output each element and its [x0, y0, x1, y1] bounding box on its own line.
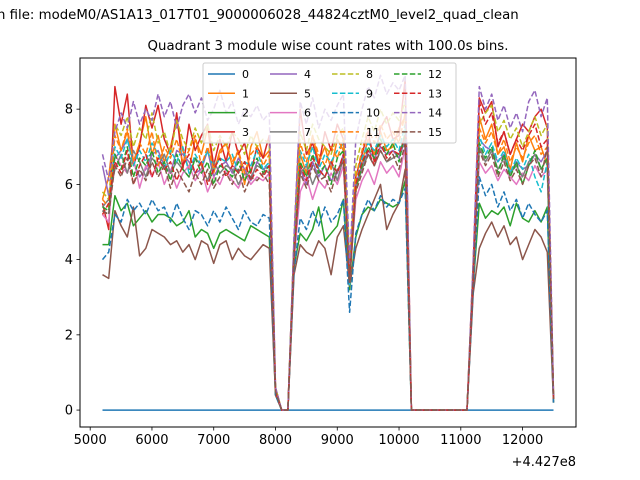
- legend-item-11: 11: [332, 126, 380, 139]
- legend-item-7: 7: [270, 126, 311, 139]
- legend-label: 11: [366, 126, 380, 139]
- legend-item-13: 13: [394, 87, 442, 100]
- legend-item-15: 15: [394, 126, 442, 139]
- x-tick-label: 9000: [321, 433, 354, 448]
- legend-label: 1: [242, 87, 249, 100]
- x-tick-label: 5000: [74, 433, 107, 448]
- legend-item-12: 12: [394, 68, 442, 81]
- legend-item-5: 5: [270, 87, 311, 100]
- legend-item-14: 14: [394, 107, 442, 120]
- legend-label: 6: [304, 107, 311, 120]
- chart-title: Quadrant 3 module wise count rates with …: [148, 39, 509, 54]
- legend-label: 14: [428, 107, 442, 120]
- x-tick-label: 8000: [259, 433, 292, 448]
- y-tick-label: 6: [65, 178, 73, 193]
- legend-label: 0: [242, 68, 249, 81]
- legend-item-3: 3: [208, 126, 249, 139]
- x-tick-label: 12000: [502, 433, 543, 448]
- legend-label: 3: [242, 126, 249, 139]
- series-line-5: [102, 168, 555, 411]
- legend-label: 2: [242, 107, 249, 120]
- figure-suptitle: n file: modeM0/AS1A13_017T01_9000006028_…: [0, 8, 519, 23]
- x-axis: 5000 6000 7000 8000 9000 10000 11000 12000: [74, 427, 543, 448]
- y-tick-label: 0: [65, 404, 73, 419]
- legend-item-0: 0: [208, 68, 249, 81]
- y-tick-label: 8: [65, 103, 73, 118]
- legend-label: 4: [304, 68, 311, 81]
- legend-label: 13: [428, 87, 442, 100]
- legend-item-4: 4: [270, 68, 311, 81]
- legend-item-8: 8: [332, 68, 373, 81]
- series-line-2: [102, 179, 555, 411]
- legend-label: 10: [366, 107, 380, 120]
- legend-item-6: 6: [270, 107, 311, 120]
- legend-label: 12: [428, 68, 442, 81]
- y-tick-label: 4: [65, 253, 73, 268]
- y-tick-label: 2: [65, 328, 73, 343]
- x-tick-label: 6000: [135, 433, 168, 448]
- legend-item-1: 1: [208, 87, 249, 100]
- legend-label: 9: [366, 87, 373, 100]
- legend-item-9: 9: [332, 87, 373, 100]
- series-line-15: [102, 142, 555, 411]
- legend-label: 7: [304, 126, 311, 139]
- legend-label: 8: [366, 68, 373, 81]
- axes-frame: [79, 57, 577, 428]
- series-line-10: [101, 176, 555, 411]
- x-tick-label: 10000: [378, 433, 419, 448]
- y-axis: 0 2 4 6 8: [65, 103, 80, 419]
- legend-item-10: 10: [332, 107, 380, 120]
- x-tick-label: 7000: [197, 433, 230, 448]
- legend-item-2: 2: [208, 107, 249, 120]
- plot-lines: [101, 74, 555, 411]
- legend-label: 5: [304, 87, 311, 100]
- legend-label: 15: [428, 126, 442, 139]
- legend-frame: [202, 62, 457, 144]
- x-tick-label: 11000: [440, 433, 481, 448]
- x-offset-label: +4.427e8: [512, 455, 576, 470]
